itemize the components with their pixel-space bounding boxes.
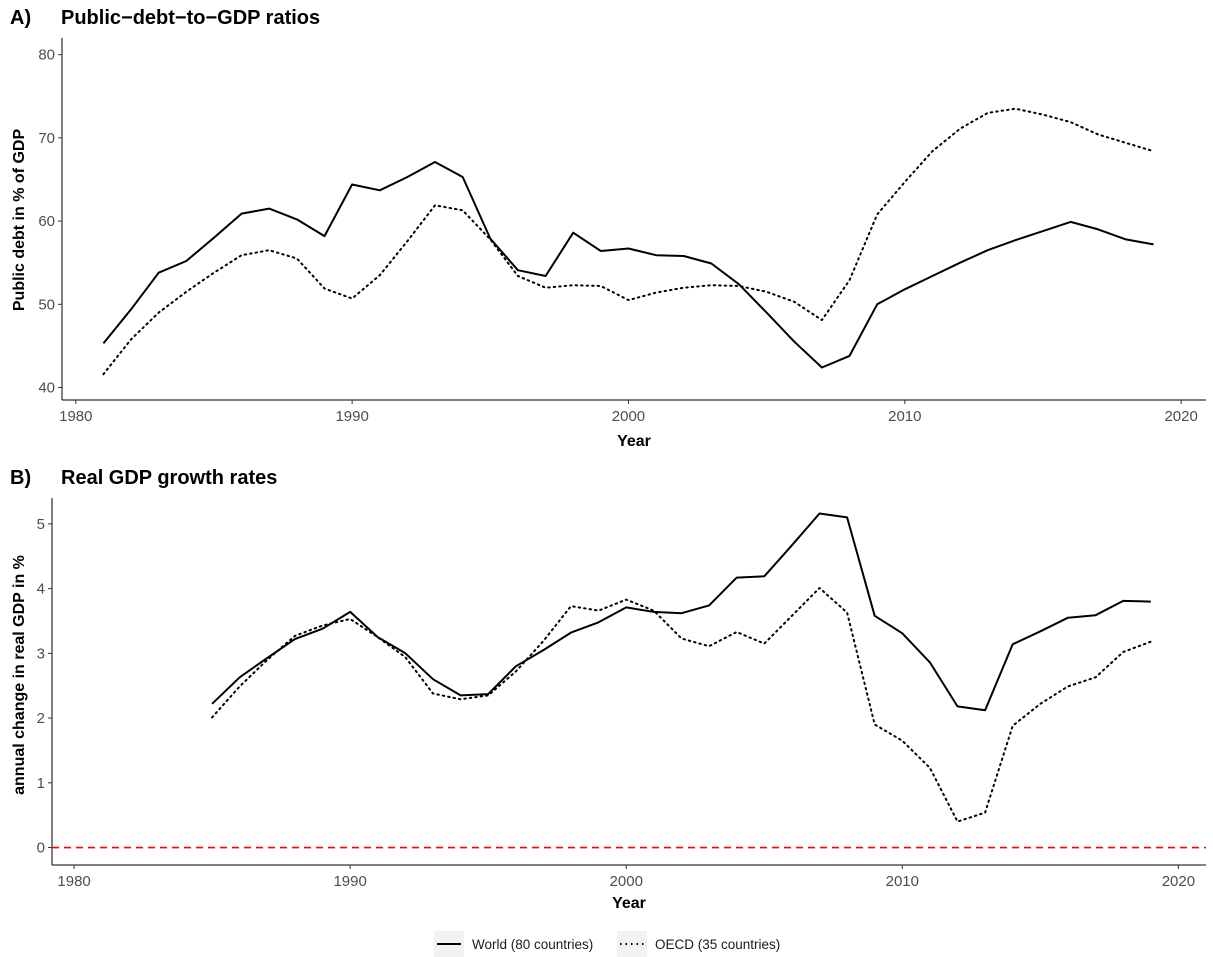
panel-b-x-tick-label: 1980 <box>57 873 90 890</box>
legend-label-world: World (80 countries) <box>472 937 593 952</box>
panel-b-x-axis-title: Year <box>612 895 646 912</box>
panel-b-y-tick-label: 3 <box>37 645 45 662</box>
panel-a-x-tick-label: 2020 <box>1164 408 1197 425</box>
legend-label-oecd: OECD (35 countries) <box>655 937 780 952</box>
panel-b-x-tick-label: 1990 <box>333 873 366 890</box>
panel-a-series-world-line <box>102 161 1154 369</box>
panel-b-x-tick-label: 2020 <box>1162 873 1195 890</box>
panel-a: A) Public−debt−to−GDP ratios Public debt… <box>10 7 1206 450</box>
panel-a-series-oecd-line <box>102 107 1155 376</box>
panel-a-x-tick-label: 2010 <box>888 408 921 425</box>
panel-a-x-tick-label: 1980 <box>59 408 92 425</box>
panel-b-y-axis-title: annual change in real GDP in % <box>11 555 28 795</box>
panel-a-y-tick-label: 60 <box>38 213 55 230</box>
panel-b-title: Real GDP growth rates <box>61 467 277 489</box>
panel-a-y-tick-label: 40 <box>38 380 55 397</box>
panel-b-label: B) <box>10 467 31 489</box>
panel-a-y-axis-title: Public debt in % of GDP <box>11 129 28 312</box>
panel-a-y-tick-label: 70 <box>38 130 55 147</box>
panel-a-title: Public−debt−to−GDP ratios <box>61 7 320 29</box>
panel-a-x-tick-label: 2000 <box>612 408 645 425</box>
panel-b-y-tick-label: 4 <box>37 581 45 598</box>
panel-b-y-tick-label: 2 <box>37 710 45 727</box>
panel-b-series-oecd-line <box>211 587 1152 823</box>
legend: World (80 countries) OECD (35 countries) <box>434 931 780 957</box>
panel-b-x-tick-label: 2010 <box>886 873 919 890</box>
panel-b: B) Real GDP growth rates annual change i… <box>10 467 1206 912</box>
panel-b-series-world-line <box>211 512 1151 712</box>
panel-a-y-tick-label: 50 <box>38 296 55 313</box>
panel-b-y-tick-label: 1 <box>37 775 45 792</box>
panel-b-y-tick-label: 5 <box>37 516 45 533</box>
panel-a-x-tick-label: 1990 <box>335 408 368 425</box>
panel-a-y-tick-label: 80 <box>38 47 55 64</box>
panel-a-x-axis-title: Year <box>617 433 651 450</box>
panel-b-y-tick-label: 0 <box>37 840 45 857</box>
panel-a-label: A) <box>10 7 31 29</box>
panel-b-x-tick-label: 2000 <box>610 873 643 890</box>
